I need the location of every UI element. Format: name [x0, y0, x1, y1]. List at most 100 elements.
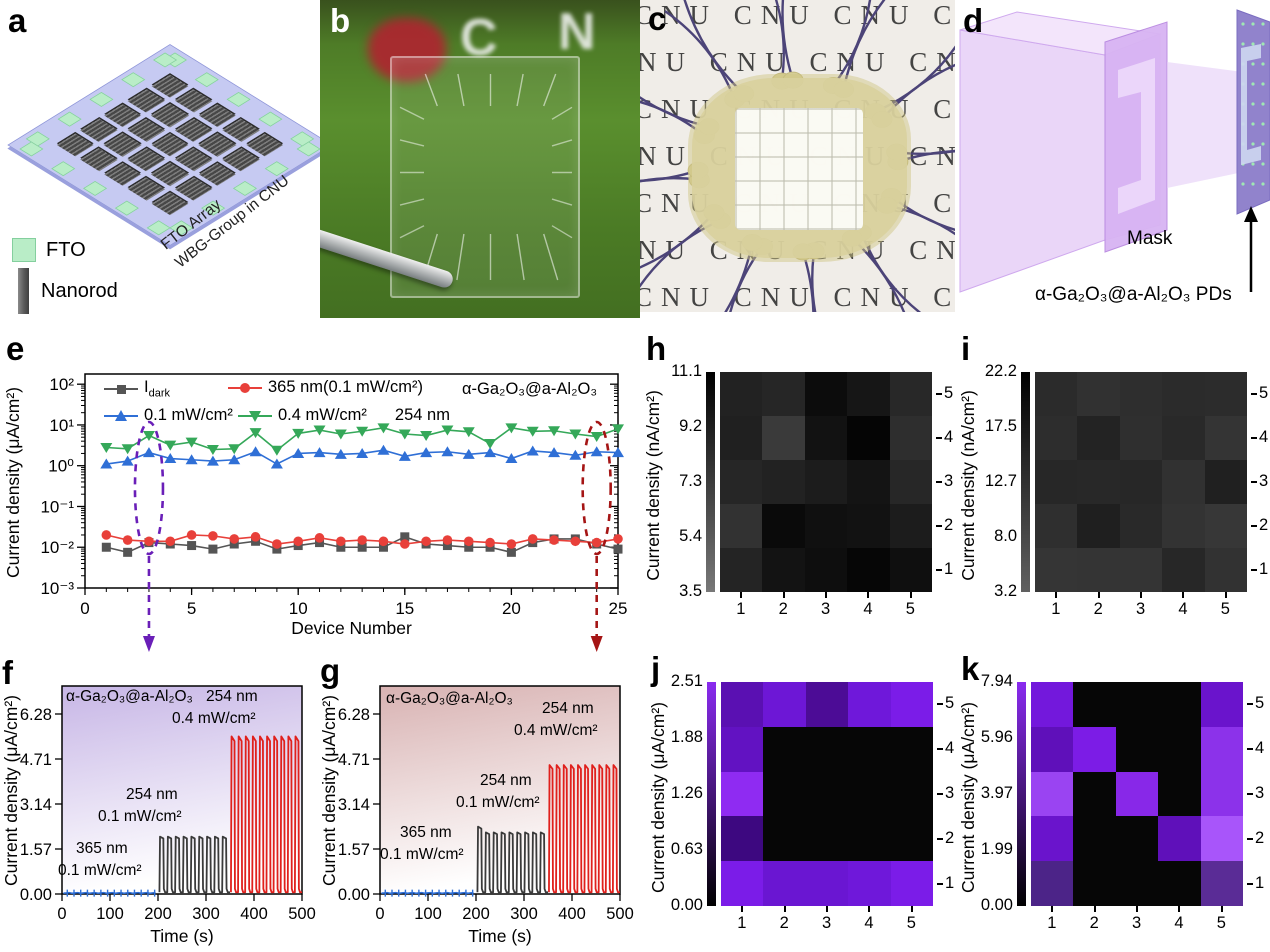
- pulse-x-tick-label: 200: [144, 905, 172, 923]
- e-marker-circle: [336, 536, 346, 547]
- background-letter-c: C: [460, 9, 498, 67]
- wire: [860, 232, 922, 312]
- wire: [781, 0, 795, 81]
- pd-contact-dot: [1251, 102, 1255, 106]
- heatmap-cell-r2c2: [762, 504, 805, 548]
- col-label: 2: [779, 914, 789, 932]
- pd-contact-dot: [1261, 22, 1265, 26]
- legend-idark: Idark: [104, 378, 170, 399]
- wire: [811, 250, 817, 312]
- e-marker-circle: [591, 537, 602, 548]
- e-marker-square: [101, 542, 111, 552]
- heatmap-cell-r1c5: [890, 861, 933, 906]
- e-marker-circle: [378, 536, 389, 547]
- heatmap-cell-r5c4: [1158, 682, 1201, 727]
- col-tick: [1178, 906, 1181, 912]
- mask-aperture: [1118, 58, 1155, 214]
- heatmap-cell-r4c5: [1204, 416, 1247, 460]
- heatmap-cell-r5c4: [847, 372, 890, 416]
- projected-c-pattern: [1241, 44, 1261, 165]
- heatmap-cell-r3c4: [847, 460, 890, 504]
- e-marker-triangle-up: [441, 446, 454, 457]
- legend-fto: FTO: [12, 238, 86, 262]
- e-marker-triangle-up: [590, 446, 603, 457]
- e-marker-triangle-down: [100, 442, 113, 453]
- heatmap-grid-j: [721, 682, 933, 906]
- e-marker-circle: [463, 536, 474, 547]
- heatmap-cell-r3c5: [889, 460, 932, 504]
- pd-contact-dot: [1251, 82, 1255, 86]
- e-marker-circle: [208, 531, 218, 541]
- heatmap-cell-r5c3: [1115, 682, 1159, 727]
- panel-d-schematic: d Mask α-Ga₂O₃@a-Al₂O₃ PDs: [955, 0, 1270, 330]
- e-marker-triangle-down: [441, 425, 454, 436]
- e-marker-triangle-up: [313, 447, 326, 458]
- heatmap-cell-r1c1: [1035, 548, 1078, 592]
- pd-contact-dot: [1251, 42, 1255, 46]
- lead-line-top: [516, 73, 524, 107]
- heatmap-cell-r2c5: [890, 816, 933, 862]
- e-y-tick-label: 10⁰: [48, 457, 74, 476]
- e-marker-triangle-down: [270, 445, 283, 456]
- e-y-tick-label: 10¹: [49, 416, 74, 435]
- colorbar-j: [707, 682, 716, 906]
- fto-pad: [194, 72, 219, 88]
- pulse-flat-trace: [63, 891, 156, 895]
- heatmap-cell-r4c4: [1158, 726, 1201, 772]
- heatmap-cell-r3c2: [762, 460, 805, 504]
- colorbar-tick-label: 3.97: [980, 784, 1013, 802]
- row-tick: [937, 703, 943, 706]
- row-tick: [1251, 481, 1257, 483]
- pd-contact-dot: [1261, 142, 1265, 146]
- heatmap-cell-r2c5: [1204, 504, 1247, 548]
- heatmap-cell-r5c4: [848, 682, 891, 727]
- f-seg2-wavelength: 254 nm: [126, 786, 178, 803]
- panel-h-heatmap: h Current density (nA/cm²) 11.1 9.2 7.3 5.4 3.…: [640, 330, 955, 660]
- heatmap-cell-r2c1: [1031, 816, 1074, 862]
- g-seg3-wavelength: 254 nm: [542, 700, 594, 717]
- e-marker-square: [336, 542, 346, 552]
- col-label: 3: [1132, 914, 1142, 932]
- row-label: 2: [945, 828, 955, 847]
- row-label: 4: [945, 739, 955, 758]
- col-tick: [826, 906, 828, 912]
- e-y-tick-label: 10²: [49, 375, 74, 394]
- panel-label-i: i: [961, 330, 971, 367]
- panel-label-j: j: [651, 650, 661, 687]
- heatmap-cell-r4c1: [1031, 726, 1074, 772]
- heatmap-cell-r1c1: [1031, 861, 1074, 906]
- heatmap-cell-r1c3: [1115, 861, 1159, 906]
- pulse-x-tick-label: 300: [510, 905, 538, 923]
- heatmap-cell-r5c3: [1119, 372, 1163, 416]
- row-tick: [1247, 748, 1253, 751]
- f-y-axis-label: Current density (μA/cm²): [0, 694, 21, 886]
- heatmap-cell-r1c3: [804, 548, 848, 592]
- row-tick: [1251, 525, 1257, 527]
- g-seg2-power: 0.1 mW/cm²: [456, 794, 540, 811]
- e-marker-circle: [122, 535, 133, 545]
- e-legend-row1: Idark: [104, 378, 184, 399]
- e-marker-triangle-down: [505, 423, 518, 434]
- e-x-tick-label: 5: [187, 599, 196, 618]
- fto-pad: [121, 72, 146, 88]
- panel-g-pulse-chart: g Current density (μA/cm²) 0 100 200 300 400…: [318, 654, 645, 952]
- pd-contact-dot: [1261, 162, 1265, 166]
- col-label: 4: [1178, 600, 1188, 618]
- legend-365nm: 365 nm(0.1 mW/cm²): [228, 378, 423, 397]
- pd-contact-dot: [1261, 122, 1265, 126]
- wire: [832, 0, 872, 87]
- col-tick: [1097, 592, 1100, 598]
- idark-label: Idark: [144, 378, 170, 400]
- col-tick: [825, 592, 827, 598]
- e-marker-triangle-up: [548, 447, 561, 458]
- heatmap-cell-r5c1: [1031, 682, 1074, 727]
- e-marker-circle: [485, 537, 495, 548]
- heatmap-cell-r3c3: [1119, 460, 1163, 504]
- row-label: 4: [944, 428, 954, 446]
- heatmap-cell-r1c5: [1204, 548, 1247, 592]
- heart-sculpture: [368, 18, 446, 82]
- panel-label-a: a: [8, 2, 27, 39]
- col-label: 4: [863, 600, 873, 618]
- col-tick: [1140, 592, 1142, 598]
- heatmap-cell-r3c3: [1115, 771, 1159, 817]
